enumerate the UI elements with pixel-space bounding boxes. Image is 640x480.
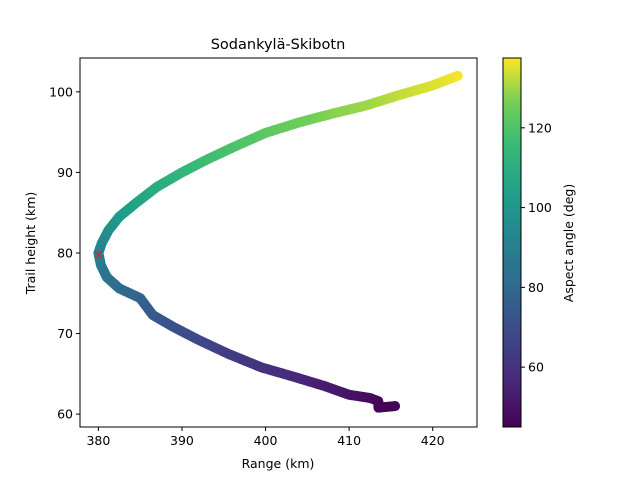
x-tick-label: 380 bbox=[86, 433, 110, 448]
colorbar-tick-label: 120 bbox=[528, 120, 552, 135]
x-tick-label: 410 bbox=[337, 433, 361, 448]
x-tick-label: 390 bbox=[170, 433, 194, 448]
scatter-points bbox=[93, 70, 463, 413]
x-tick-label: 400 bbox=[254, 433, 278, 448]
y-tick-label: 60 bbox=[57, 407, 73, 422]
chart-title: Sodankylä-Skibotn bbox=[211, 37, 346, 53]
colorbar bbox=[502, 57, 522, 428]
y-axis: 60 70 80 90 100 bbox=[49, 84, 80, 422]
colorbar-axis: 60 80 100 120 bbox=[521, 120, 552, 375]
y-tick-label: 80 bbox=[57, 245, 73, 260]
data-point bbox=[390, 401, 401, 412]
colorbar-tick-label: 60 bbox=[528, 360, 544, 375]
colorbar-tick-label: 100 bbox=[528, 200, 552, 215]
x-tick-label: 420 bbox=[421, 433, 445, 448]
start-marker bbox=[94, 250, 103, 259]
plot-frame bbox=[79, 57, 478, 428]
y-tick-label: 100 bbox=[49, 84, 73, 99]
colorbar-tick-label: 80 bbox=[528, 280, 544, 295]
y-axis-label: Trail height (km) bbox=[23, 192, 38, 296]
colorbar-label: Aspect angle (deg) bbox=[561, 184, 576, 302]
x-axis: 380 390 400 410 420 bbox=[86, 427, 445, 448]
marker-stroke bbox=[94, 250, 103, 259]
y-tick-label: 90 bbox=[57, 165, 73, 180]
y-tick-label: 70 bbox=[57, 326, 73, 341]
x-axis-label: Range (km) bbox=[242, 456, 315, 471]
